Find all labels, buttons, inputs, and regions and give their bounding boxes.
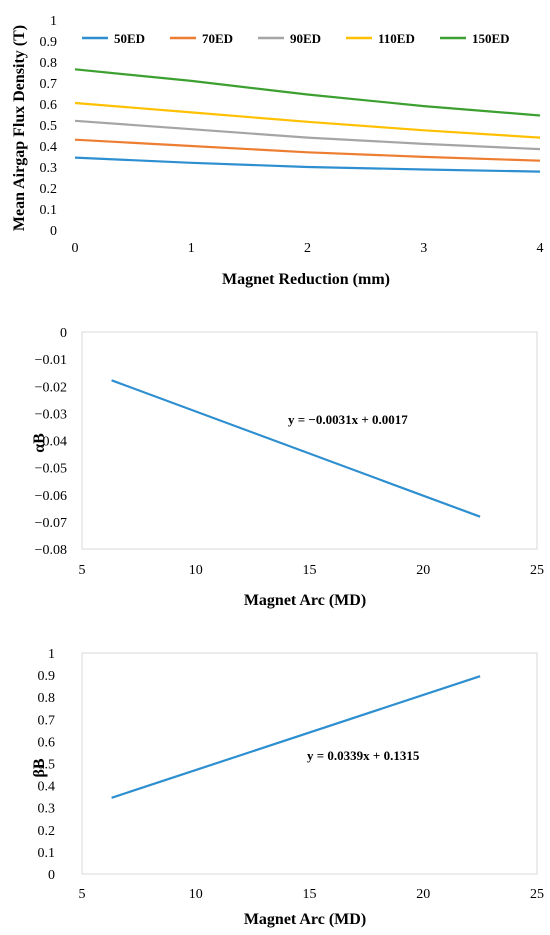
y-tick-label: 0.1 [38, 846, 56, 861]
y-tick-label: 0 [50, 224, 57, 239]
y-tick-labels: 0 −0.01 −0.02 −0.03 −0.04 −0.05 −0.06 −0.07 −0.0… [35, 326, 67, 558]
x-tick-label: 10 [189, 887, 203, 902]
series-line-50ED [74, 156, 541, 173]
x-axis-label: Magnet Reduction (mm) [222, 271, 390, 288]
x-tick-labels: 0 1 2 3 4 [72, 241, 544, 256]
legend-label: 70ED [202, 31, 233, 46]
x-tick-label: 4 [537, 241, 544, 256]
y-tick-label: −0.02 [35, 380, 67, 395]
y-tick-label: 0.2 [40, 182, 58, 197]
y-tick-label: 0.4 [40, 140, 58, 155]
series-lines [74, 68, 541, 173]
y-tick-label: 0.8 [40, 56, 58, 71]
y-tick-label: 0.6 [40, 98, 58, 113]
series-line-90ED [74, 119, 541, 151]
y-axis-label-text: βB [31, 758, 48, 777]
legend: 50ED 70ED 90ED 110ED 150ED [82, 31, 510, 46]
y-tick-label: 0.1 [40, 203, 58, 218]
x-tick-label: 25 [530, 563, 544, 578]
y-tick-label: −0.06 [35, 489, 67, 504]
y-tick-label: −0.08 [35, 543, 67, 558]
x-tick-label: 2 [304, 241, 311, 256]
y-tick-label: 0.3 [40, 161, 58, 176]
y-tick-label: −0.05 [35, 462, 67, 477]
x-tick-label: 25 [530, 887, 544, 902]
x-tick-label: 20 [416, 887, 430, 902]
x-axis-label: Magnet Arc (MD) [244, 911, 366, 928]
legend-label: 150ED [472, 31, 510, 46]
x-tick-labels: 5 10 15 20 25 [79, 887, 545, 902]
y-tick-labels: 0 0.1 0.2 0.3 0.4 0.5 0.6 0.7 0.8 0.9 1 [40, 14, 58, 239]
series-line-70ED [74, 138, 541, 162]
x-tick-label: 10 [189, 563, 203, 578]
y-tick-label: 0.7 [40, 77, 58, 92]
alpha-b-chart: 5 10 15 20 25 0 −0.01 −0.02 −0.03 −0.04 −0.05 −0.0… [31, 326, 544, 609]
series-line-110ED [74, 101, 541, 139]
series-lines [111, 379, 481, 518]
x-tick-label: 20 [416, 563, 430, 578]
x-tick-label: 15 [303, 563, 317, 578]
x-tick-label: 3 [420, 241, 427, 256]
series-line-150ED [74, 68, 541, 117]
x-tick-label: 0 [72, 241, 79, 256]
legend-label: 90ED [290, 31, 321, 46]
y-axis-label: Mean Airgap Flux Density (T) [11, 25, 28, 231]
plot-frame [81, 331, 538, 550]
y-axis-label-beta: βB [31, 758, 48, 777]
y-tick-label: 0 [60, 326, 67, 341]
y-tick-label: 0.5 [38, 758, 56, 773]
legend-label: 50ED [114, 31, 145, 46]
beta-b-chart: 5 10 15 20 25 00.10.20.30.40.50.60.70.80.91 … [31, 647, 544, 928]
trendline-equation: y = 0.0339x + 0.1315 [307, 748, 420, 763]
y-tick-label: 1 [50, 14, 57, 29]
y-tick-label: −0.01 [35, 353, 67, 368]
y-tick-label: −0.03 [35, 407, 67, 422]
y-tick-label: 0.7 [38, 713, 56, 728]
y-tick-label: −0.04 [35, 435, 67, 450]
y-tick-label: 0.6 [38, 735, 56, 750]
y-tick-label: 1 [48, 647, 55, 662]
y-tick-label: 0.5 [40, 119, 58, 134]
x-tick-label: 1 [188, 241, 195, 256]
plot-frame [81, 652, 538, 875]
x-axis-label: Magnet Arc (MD) [244, 592, 366, 609]
y-tick-label: 0.9 [38, 669, 56, 684]
x-tick-labels: 5 10 15 20 25 [79, 563, 545, 578]
legend-label: 110ED [378, 31, 415, 46]
x-tick-label: 5 [79, 563, 86, 578]
y-tick-label: 0.9 [40, 35, 58, 50]
series-lines [111, 675, 481, 799]
flux-density-chart: 0 1 2 3 4 0 0.1 0.2 0.3 0.4 0.5 0.6 0.7 0.8 0.9 1 50ED… [11, 14, 544, 288]
y-axis-label-alpha: αB [31, 433, 48, 453]
series-line-trend-0 [111, 675, 481, 799]
y-axis-label-text: αB [31, 433, 48, 453]
y-tick-label: −0.07 [35, 516, 67, 531]
trendline-equation: y = −0.0031x + 0.0017 [288, 412, 408, 427]
y-tick-label: 0.8 [38, 691, 56, 706]
x-tick-label: 15 [303, 887, 317, 902]
y-tick-label: 0.3 [38, 802, 56, 817]
y-tick-label: 0.4 [38, 780, 56, 795]
y-tick-label: 0.2 [38, 824, 56, 839]
x-tick-label: 5 [79, 887, 86, 902]
y-tick-label: 0 [48, 868, 55, 883]
y-tick-labels: 0 0.1 0.2 0.3 0.4 0.5 0.6 0.7 0.8 0.9 1 [38, 647, 56, 883]
series-line-trend-0 [111, 379, 481, 518]
